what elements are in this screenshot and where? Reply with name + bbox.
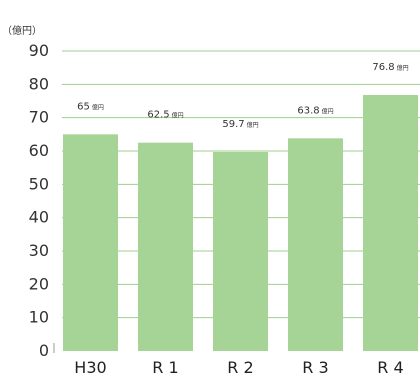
bar-r4 [363, 95, 418, 351]
bar-r3 [288, 138, 343, 351]
y-tick-label: 10 [29, 308, 49, 327]
y-tick-label: 50 [29, 174, 49, 193]
y-axis-tick-labels: 0 10 20 30 40 50 60 70 80 90 [29, 41, 49, 360]
bar-r2 [213, 152, 268, 351]
y-tick-label: 70 [29, 108, 49, 127]
data-label: 65 億円 [77, 101, 104, 112]
y-tick-label: 20 [29, 274, 49, 293]
y-tick-label: 0 [39, 341, 49, 360]
y-tick-label: 90 [29, 41, 49, 60]
x-tick-label: R 2 [227, 358, 253, 377]
bar-h30 [63, 134, 118, 351]
data-label: 76.8 億円 [372, 62, 408, 73]
bar-r1 [138, 142, 193, 351]
data-label: 63.8 億円 [297, 105, 333, 116]
x-axis-tick-labels: H30 R 1 R 2 R 3 R 4 [74, 358, 403, 377]
y-tick-label: 40 [29, 208, 49, 227]
x-tick-label: R 4 [377, 358, 403, 377]
x-tick-label: R 1 [152, 358, 178, 377]
y-tick-label: 80 [29, 74, 49, 93]
y-axis-unit-label: （億円） [2, 24, 42, 37]
y-tick-label: 60 [29, 141, 49, 160]
y-tick-label: 30 [29, 241, 49, 260]
x-tick-label: R 3 [302, 358, 328, 377]
bars [63, 95, 418, 351]
data-label: 62.5 億円 [147, 110, 183, 121]
data-labels: 65 億円 62.5 億円 59.7 億円 63.8 億円 76.8 億円 [77, 62, 409, 130]
data-label: 59.7 億円 [222, 119, 258, 130]
x-tick-label: H30 [74, 358, 106, 377]
